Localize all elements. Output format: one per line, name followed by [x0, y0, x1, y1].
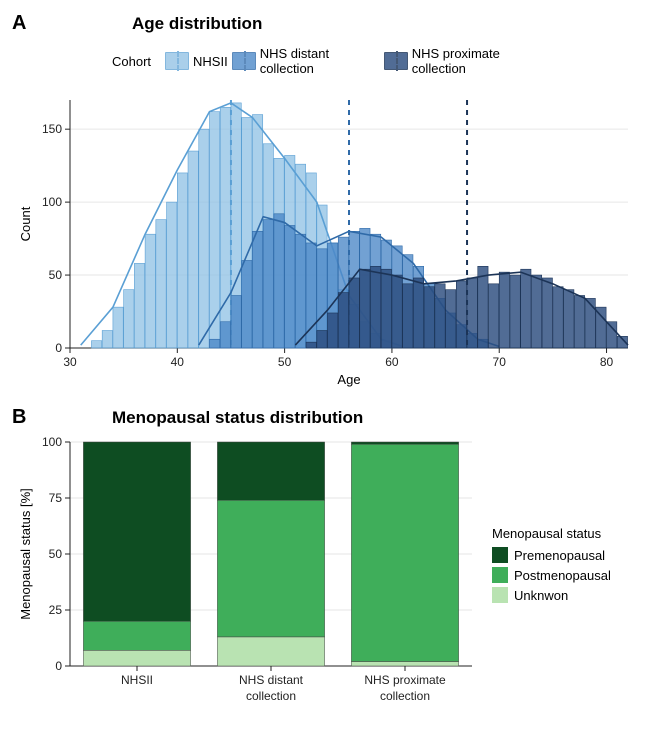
legend-title: Cohort [112, 54, 151, 69]
svg-text:Menopausal status [%]: Menopausal status [%] [18, 488, 33, 620]
panel-b: B Menopausal status distribution 0 25 50 75… [12, 406, 640, 716]
age-distribution-chart: 0 50 100 150 30 40 50 60 70 80 Age Count [12, 90, 640, 390]
svg-text:NHS distant: NHS distant [239, 673, 304, 687]
svg-text:100: 100 [42, 435, 62, 449]
svg-text:80: 80 [600, 355, 614, 369]
legend-label: NHS proximate collection [412, 46, 532, 76]
svg-text:50: 50 [278, 355, 292, 369]
svg-text:50: 50 [49, 268, 63, 282]
panel-a: A Age distribution Cohort NHSII NHS dista… [12, 12, 640, 392]
svg-text:NHS proximate: NHS proximate [364, 673, 446, 687]
legend-item: Unknwon [492, 587, 611, 603]
svg-text:75: 75 [49, 491, 63, 505]
svg-text:0: 0 [55, 341, 62, 355]
panel-b-legend-title: Menopausal status [492, 526, 611, 541]
svg-text:collection: collection [380, 689, 430, 703]
svg-text:25: 25 [49, 603, 63, 617]
panel-b-label: B [12, 406, 26, 429]
legend-item: NHS proximate collection [384, 46, 532, 76]
panel-b-title: Menopausal status distribution [112, 408, 363, 428]
svg-text:150: 150 [42, 122, 62, 136]
menopausal-status-chart: 0 25 50 75 100 Menopausal status [%] NHSII NHS … [12, 434, 482, 714]
legend-item: Premenopausal [492, 547, 611, 563]
svg-text:NHSII: NHSII [121, 673, 153, 687]
svg-text:60: 60 [385, 355, 399, 369]
legend-label: Unknwon [514, 588, 568, 603]
svg-text:0: 0 [55, 659, 62, 673]
svg-text:30: 30 [63, 355, 77, 369]
panel-b-legend: Menopausal status Premenopausal Postmenop… [492, 526, 611, 607]
svg-text:100: 100 [42, 195, 62, 209]
svg-text:40: 40 [171, 355, 185, 369]
panel-a-title: Age distribution [132, 14, 262, 34]
svg-text:50: 50 [49, 547, 63, 561]
svg-text:70: 70 [493, 355, 507, 369]
panel-a-legend: Cohort NHSII NHS distant collection NHS pr… [112, 46, 582, 76]
panel-a-label: A [12, 12, 26, 35]
svg-text:collection: collection [246, 689, 296, 703]
legend-label: Premenopausal [514, 548, 605, 563]
legend-item: NHSII [165, 52, 228, 70]
legend-item: NHS distant collection [232, 46, 380, 76]
legend-label: NHS distant collection [260, 46, 380, 76]
legend-label: Postmenopausal [514, 568, 611, 583]
svg-text:Age: Age [337, 372, 360, 387]
legend-item: Postmenopausal [492, 567, 611, 583]
legend-label: NHSII [193, 54, 228, 69]
svg-text:Count: Count [18, 206, 33, 241]
